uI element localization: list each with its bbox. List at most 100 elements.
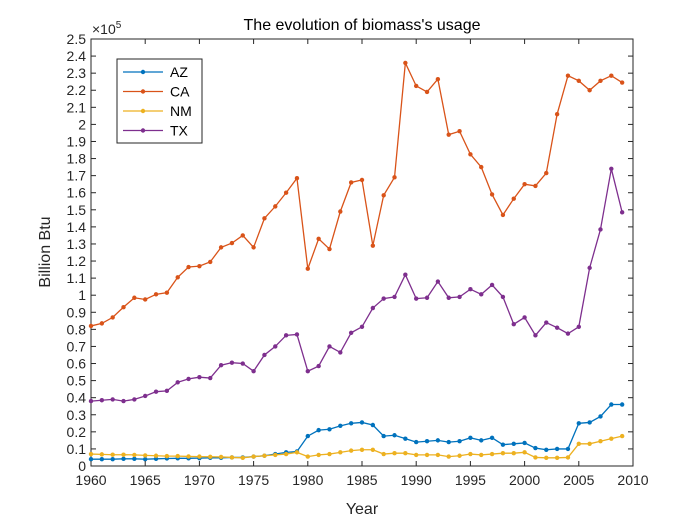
data-point	[500, 450, 506, 456]
data-point	[403, 272, 408, 277]
data-point	[424, 439, 430, 444]
legend-item-az: AZ	[123, 64, 188, 80]
data-point	[565, 446, 571, 452]
y-tick-label: 1.1	[67, 270, 87, 286]
data-point	[359, 324, 365, 329]
y-tick-label: 0.1	[67, 441, 87, 457]
data-point	[609, 73, 614, 78]
data-point	[489, 435, 495, 441]
data-point	[240, 455, 245, 461]
data-point	[598, 227, 603, 232]
data-point	[457, 453, 462, 458]
data-point	[511, 441, 516, 446]
x-tick-label: 1980	[292, 472, 323, 488]
data-point	[479, 452, 484, 458]
y-tick-label: 0.6	[67, 356, 87, 372]
data-point	[121, 398, 126, 404]
data-point	[283, 190, 289, 195]
data-point	[294, 332, 300, 337]
data-point	[110, 456, 115, 462]
data-point	[294, 450, 300, 455]
x-tick-label: 2005	[563, 472, 594, 488]
data-point	[489, 282, 495, 288]
series-ca	[88, 60, 625, 329]
data-point	[414, 439, 419, 445]
y-tick-label: 1	[78, 287, 86, 303]
data-point	[348, 180, 354, 185]
data-point	[251, 245, 256, 250]
data-point	[619, 433, 625, 439]
data-point	[576, 441, 581, 446]
data-point	[99, 452, 105, 457]
data-point	[175, 453, 180, 459]
data-point	[424, 452, 430, 458]
legend-label: NM	[170, 103, 192, 119]
data-point	[446, 295, 451, 300]
data-point	[208, 375, 213, 381]
data-point	[619, 80, 625, 85]
legend-label: CA	[170, 84, 190, 100]
data-point	[489, 451, 495, 457]
data-point	[240, 361, 245, 366]
data-point	[305, 266, 310, 271]
data-point	[175, 275, 180, 280]
data-point	[197, 454, 202, 459]
data-point	[153, 292, 159, 297]
data-point	[522, 181, 527, 187]
x-tick-label: 1965	[130, 472, 161, 488]
data-point	[229, 360, 235, 365]
data-point	[554, 111, 560, 117]
data-point	[262, 453, 267, 458]
data-point	[435, 438, 441, 443]
data-point	[457, 294, 462, 300]
x-tick-label: 1990	[401, 472, 432, 488]
data-point	[338, 450, 343, 455]
legend-item-tx: TX	[123, 123, 189, 139]
data-point	[316, 236, 321, 242]
chart-title: The evolution of biomass's usage	[244, 17, 481, 34]
data-point	[446, 454, 451, 459]
data-point	[153, 389, 159, 394]
data-point	[576, 78, 581, 84]
data-point	[609, 402, 614, 407]
data-point	[598, 78, 603, 84]
series-nm	[88, 433, 625, 461]
data-point	[153, 453, 159, 458]
data-point	[121, 456, 126, 462]
y-tick-label: 1.4	[67, 219, 87, 235]
data-point	[370, 305, 376, 311]
data-point	[414, 83, 419, 89]
data-point	[99, 321, 105, 326]
data-point	[121, 452, 126, 457]
data-point	[88, 456, 94, 462]
data-point	[381, 433, 386, 439]
legend-item-ca: CA	[123, 84, 190, 100]
legend: AZ CA NM TX	[116, 58, 203, 144]
data-point	[619, 210, 625, 215]
data-point	[468, 435, 473, 441]
data-point	[273, 204, 278, 209]
data-point	[435, 279, 441, 284]
data-point	[132, 295, 137, 300]
data-point	[229, 240, 235, 246]
data-point	[110, 397, 115, 402]
data-point	[110, 452, 115, 457]
y-axis-label: Billion Btu	[37, 216, 54, 287]
data-point	[218, 245, 224, 250]
data-point	[392, 175, 397, 180]
data-point	[479, 164, 484, 170]
y-tick-label: 2	[78, 116, 86, 132]
y-tick-label: 2.3	[67, 65, 87, 81]
y-tick-label: 2.2	[67, 82, 87, 98]
y-tick-label: 0.5	[67, 373, 87, 389]
data-point	[99, 398, 105, 403]
data-point	[251, 369, 256, 374]
legend-item-nm: NM	[123, 103, 192, 119]
data-point	[446, 439, 451, 445]
y-tick-label: 1.8	[67, 151, 87, 167]
y-tick-label: 0.9	[67, 304, 87, 320]
data-point	[88, 451, 94, 457]
data-point	[565, 455, 571, 460]
data-point	[544, 447, 549, 452]
